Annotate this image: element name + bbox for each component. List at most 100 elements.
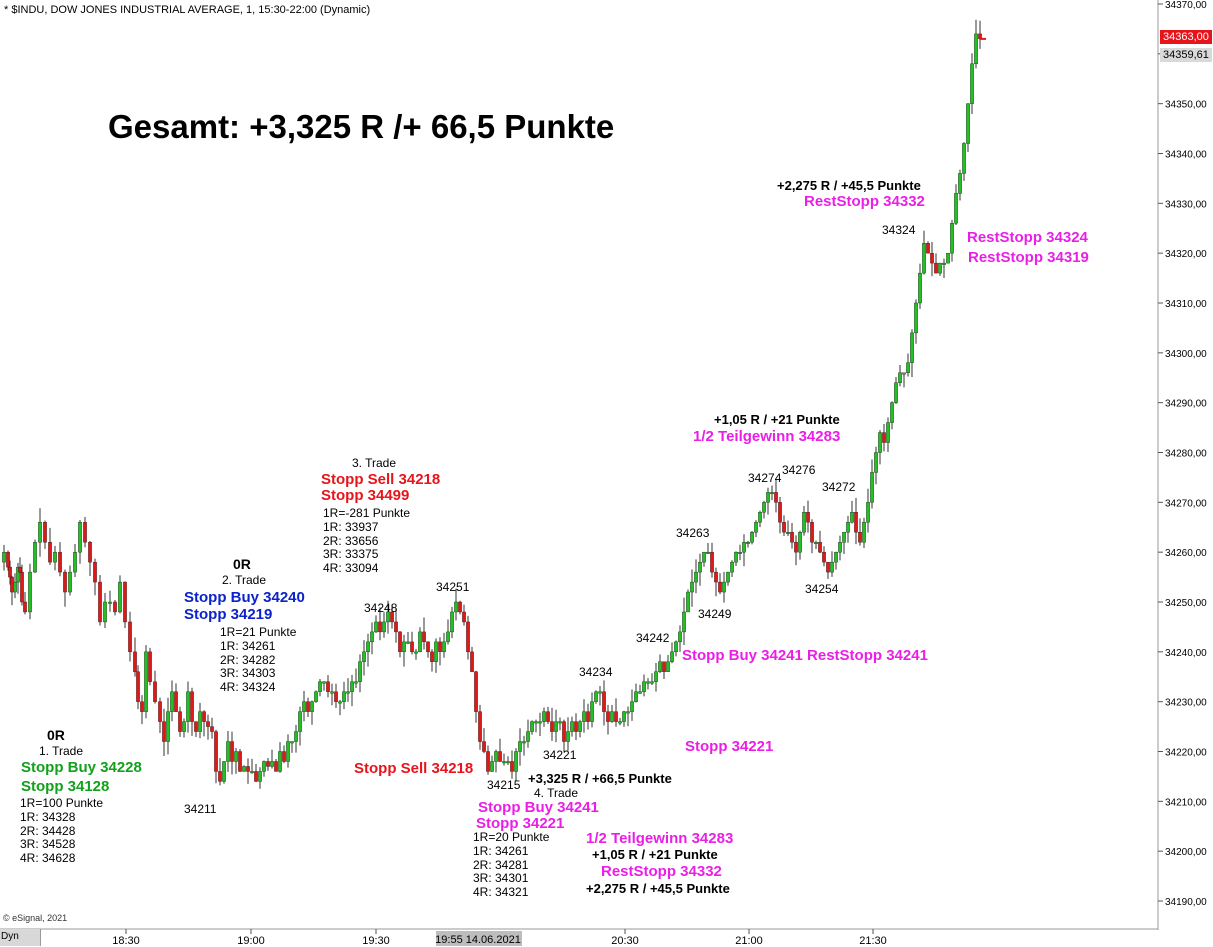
candle-body (750, 532, 754, 543)
partial-top: 1/2 Teilgewinn 34283 (693, 428, 841, 445)
candle-body (610, 711, 614, 722)
trade3-r1: 1R: 33937 (323, 519, 379, 534)
candle-body (338, 701, 342, 704)
candle-body (954, 193, 958, 224)
prev-price-label: 34359,61 (1160, 48, 1212, 62)
candle-body (694, 571, 698, 583)
candle-body (846, 522, 850, 533)
trade4-r-levels: 1R=20 Punkte 1R: 34261 2R: 34281 3R: 343… (473, 830, 549, 900)
candle-body (762, 502, 766, 513)
candle-body (730, 561, 734, 573)
trade1-name: 1. Trade (39, 744, 84, 758)
dyn-button[interactable]: Dyn (0, 929, 41, 946)
candle-body (698, 561, 702, 573)
candle-body (486, 751, 490, 772)
trade4-r3: 3R: 34301 (473, 871, 529, 886)
candle-body (278, 751, 282, 772)
candle-body (438, 641, 442, 653)
candle-body (402, 641, 406, 653)
candle-body (462, 611, 466, 623)
trade3-r3: 3R: 33375 (323, 547, 379, 562)
candle-body (766, 492, 770, 503)
candle-body (294, 731, 298, 742)
candles (2, 19, 986, 789)
trade3-r2: 2R: 33656 (323, 533, 379, 548)
candle-body (342, 691, 346, 702)
candle-body (234, 751, 238, 762)
candle-body (226, 741, 230, 762)
candle-body (470, 651, 474, 672)
trade2-r1: 1R: 34261 (220, 638, 276, 653)
candle-body (450, 611, 454, 633)
y-tick-label: 34270,00 (1165, 498, 1207, 509)
candle-body (378, 621, 382, 633)
reststopp-34319: RestStopp 34319 (968, 249, 1089, 266)
y-tick-label: 34310,00 (1165, 299, 1207, 310)
candle-body (966, 103, 970, 144)
trade3-stop: Stopp 34499 (321, 487, 410, 504)
candle-body (430, 651, 434, 662)
price-mark: 34272 (822, 480, 856, 494)
y-tick-label: 34330,00 (1165, 199, 1207, 210)
candle-body (73, 551, 77, 573)
candle-body (482, 741, 486, 752)
candle-body (930, 252, 934, 264)
candle-body (350, 681, 354, 692)
candle-body (310, 701, 314, 712)
y-tick-label: 34350,00 (1165, 100, 1207, 111)
trade4-result: +3,325 R / +66,5 Punkte (528, 771, 672, 786)
price-mark: 34211 (184, 802, 217, 816)
candle-body (274, 761, 278, 772)
candle-body (322, 681, 326, 684)
buy-reststopp: Stopp Buy 34241 RestStopp 34241 (682, 647, 928, 664)
candle-body (638, 691, 642, 694)
candle-body (13, 581, 17, 593)
candle-body (586, 711, 590, 722)
candle-body (158, 701, 162, 722)
candle-body (330, 691, 334, 694)
candle-body (830, 561, 834, 573)
candle-body (386, 611, 390, 623)
time-axis: 18:30 19:00 19:30 20:30 21:00 21:30 19:55 14.0… (112, 929, 887, 947)
candle-body (422, 631, 426, 643)
candle-body (726, 571, 730, 583)
candle-body (526, 731, 530, 742)
candle-body (722, 581, 726, 593)
trade2-r4: 4R: 34324 (220, 680, 276, 695)
trade4-rest-result: +2,275 R / +45,5 Punkte (586, 881, 730, 896)
candle-body (798, 532, 802, 553)
trade3-r-levels: 1R=-281 Punkte 1R: 33937 2R: 33656 3R: 3… (323, 506, 410, 576)
candle-body (950, 223, 954, 254)
candle-body (774, 492, 778, 503)
trade4-partial: 1/2 Teilgewinn 34283 (586, 830, 734, 847)
candle-body (238, 751, 242, 772)
candle-body (242, 766, 246, 772)
candle-body (354, 681, 358, 684)
candle-body (148, 651, 152, 682)
trade2-r2: 2R: 34282 (220, 652, 276, 667)
candle-body (458, 601, 462, 613)
candle-body (958, 173, 962, 194)
candle-body (10, 576, 14, 593)
trade1-r2: 2R: 34428 (20, 823, 76, 838)
candle-body (570, 721, 574, 732)
price-mark: 34249 (698, 607, 732, 621)
candle-body (58, 551, 62, 573)
candle-body (434, 641, 438, 662)
candle-body (850, 512, 854, 523)
candle-body (490, 761, 494, 772)
candle-body (546, 711, 550, 722)
candle-body (598, 691, 602, 694)
candle-body (48, 542, 52, 563)
trade2-stop: Stopp 34219 (184, 606, 273, 623)
candle-body (326, 681, 330, 692)
trade2-name: 2. Trade (222, 573, 267, 587)
candle-body (144, 651, 148, 712)
footer-copyright: © eSignal, 2021 (3, 913, 68, 923)
price-mark: 34263 (676, 526, 710, 540)
candle-body (734, 551, 738, 563)
candle-body (634, 691, 638, 702)
candle-body (770, 492, 774, 495)
candle-body (566, 731, 570, 742)
